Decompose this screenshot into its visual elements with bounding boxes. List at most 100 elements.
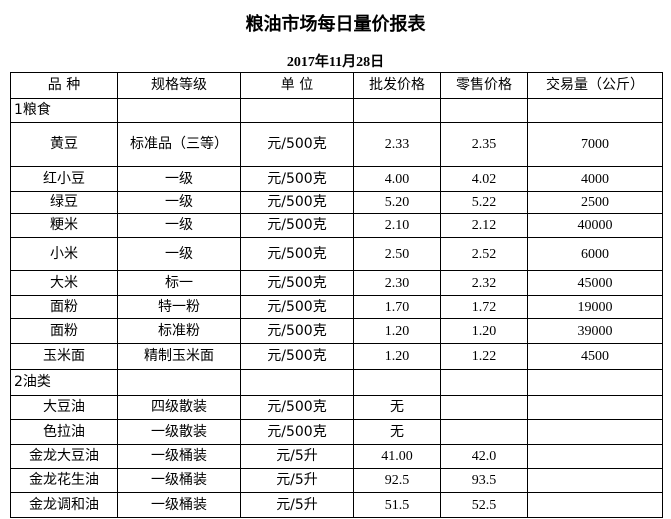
table-row: 1粮食	[10, 98, 663, 123]
wholesale-cell: 1.20	[353, 318, 441, 344]
spec-cell: 一级	[117, 166, 241, 192]
unit-cell: 元/500克	[240, 191, 354, 214]
table-row: 面粉 特一粉 元/500克 1.70 1.72 19000	[10, 295, 663, 319]
retail-cell: 1.72	[440, 295, 528, 319]
empty-cell	[353, 369, 441, 396]
volume-cell: 4000	[527, 166, 663, 192]
spec-cell: 一级	[117, 213, 241, 238]
column-header: 交易量（公斤）	[527, 72, 663, 99]
wholesale-cell: 2.33	[353, 122, 441, 167]
table-row: 金龙大豆油 一级桶装 元/5升 41.00 42.0	[10, 444, 663, 469]
unit-cell: 元/5升	[240, 444, 354, 469]
retail-cell: 2.52	[440, 237, 528, 271]
wholesale-cell: 51.5	[353, 492, 441, 518]
empty-cell	[527, 468, 663, 493]
name-cell: 粳米	[10, 213, 118, 238]
spec-cell: 精制玉米面	[117, 343, 241, 370]
empty-cell	[527, 369, 663, 396]
table-body: 品 种规格等级单 位批发价格 零售价格 交易量（公斤） 1粮食 黄豆 标准品（三等） 元/5…	[10, 72, 663, 518]
retail-cell: 2.12	[440, 213, 528, 238]
empty-cell	[527, 98, 663, 123]
empty-cell	[440, 395, 528, 420]
name-cell: 色拉油	[10, 419, 118, 445]
name-cell: 红小豆	[10, 166, 118, 192]
spec-cell: 标准粉	[117, 318, 241, 344]
name-cell: 面粉	[10, 318, 118, 344]
wholesale-cell: 2.30	[353, 270, 441, 296]
unit-cell: 元/500克	[240, 122, 354, 167]
column-header: 零售价格	[440, 72, 528, 99]
retail-cell: 93.5	[440, 468, 528, 493]
spec-cell: 一级桶装	[117, 468, 241, 493]
retail-cell: 52.5	[440, 492, 528, 518]
retail-cell: 4.02	[440, 166, 528, 192]
table-row: 大米 标一 元/500克 2.30 2.32 45000	[10, 270, 663, 296]
empty-cell	[527, 444, 663, 469]
empty-cell	[240, 369, 354, 396]
volume-cell: 39000	[527, 318, 663, 344]
wholesale-cell: 5.20	[353, 191, 441, 214]
empty-cell	[117, 369, 241, 396]
table-row: 大豆油 四级散装 元/500克无	[10, 395, 663, 420]
unit-cell: 元/500克	[240, 419, 354, 445]
spec-cell: 四级散装	[117, 395, 241, 420]
spec-cell: 一级散装	[117, 419, 241, 445]
price-table: 品 种规格等级单 位批发价格 零售价格 交易量（公斤） 1粮食 黄豆 标准品（三等） 元/5…	[10, 72, 663, 518]
wholesale-cell: 92.5	[353, 468, 441, 493]
header-row: 品 种规格等级单 位批发价格 零售价格 交易量（公斤）	[10, 72, 663, 99]
name-cell: 小米	[10, 237, 118, 271]
empty-cell	[527, 492, 663, 518]
title: 粮油市场每日量价报表	[245, 14, 426, 35]
empty-cell	[527, 419, 663, 445]
table-row: 金龙调和油 一级桶装 元/5升 51.5 52.5	[10, 492, 663, 518]
retail-cell: 2.35	[440, 122, 528, 167]
table-row: 小米 一级 元/500克 2.50 2.52 6000	[10, 237, 663, 271]
column-header: 批发价格	[353, 72, 441, 99]
date: 2017年11月28日	[286, 55, 385, 70]
retail-cell: 5.22	[440, 191, 528, 214]
unit-cell: 元/500克	[240, 395, 354, 420]
column-header: 品 种	[10, 72, 118, 99]
spec-cell: 一级桶装	[117, 444, 241, 469]
volume-cell: 45000	[527, 270, 663, 296]
empty-cell	[117, 98, 241, 123]
wholesale-cell: 2.10	[353, 213, 441, 238]
table-row: 2油类	[10, 369, 663, 396]
section-cell: 2油类	[10, 369, 118, 396]
volume-cell: 2500	[527, 191, 663, 214]
unit-cell: 元/500克	[240, 343, 354, 370]
name-cell: 金龙花生油	[10, 468, 118, 493]
name-cell: 大豆油	[10, 395, 118, 420]
wholesale-cell: 无	[353, 419, 441, 445]
table-row: 玉米面 精制玉米面 元/500克 1.20 1.22 4500	[10, 343, 663, 370]
wholesale-cell: 4.00	[353, 166, 441, 192]
wholesale-cell: 1.70	[353, 295, 441, 319]
table-row: 面粉 标准粉 元/500克 1.20 1.20 39000	[10, 318, 663, 344]
empty-cell	[440, 419, 528, 445]
wholesale-cell: 无	[353, 395, 441, 420]
spec-cell: 一级	[117, 191, 241, 214]
name-cell: 面粉	[10, 295, 118, 319]
wholesale-cell: 1.20	[353, 343, 441, 370]
spec-cell: 一级	[117, 237, 241, 271]
unit-cell: 元/5升	[240, 468, 354, 493]
volume-cell: 7000	[527, 122, 663, 167]
table-row: 金龙花生油 一级桶装 元/5升 92.5 93.5	[10, 468, 663, 493]
wholesale-cell: 41.00	[353, 444, 441, 469]
spec-cell: 特一粉	[117, 295, 241, 319]
unit-cell: 元/500克	[240, 270, 354, 296]
spec-cell: 一级桶装	[117, 492, 241, 518]
unit-cell: 元/500克	[240, 237, 354, 271]
volume-cell: 40000	[527, 213, 663, 238]
empty-cell	[440, 369, 528, 396]
section-cell: 1粮食	[10, 98, 118, 123]
unit-cell: 元/500克	[240, 295, 354, 319]
table-row: 粳米 一级 元/500克 2.10 2.12 40000	[10, 213, 663, 238]
retail-cell: 1.20	[440, 318, 528, 344]
volume-cell: 19000	[527, 295, 663, 319]
column-header: 规格等级	[117, 72, 241, 99]
volume-cell: 6000	[527, 237, 663, 271]
empty-cell	[240, 98, 354, 123]
empty-cell	[440, 98, 528, 123]
